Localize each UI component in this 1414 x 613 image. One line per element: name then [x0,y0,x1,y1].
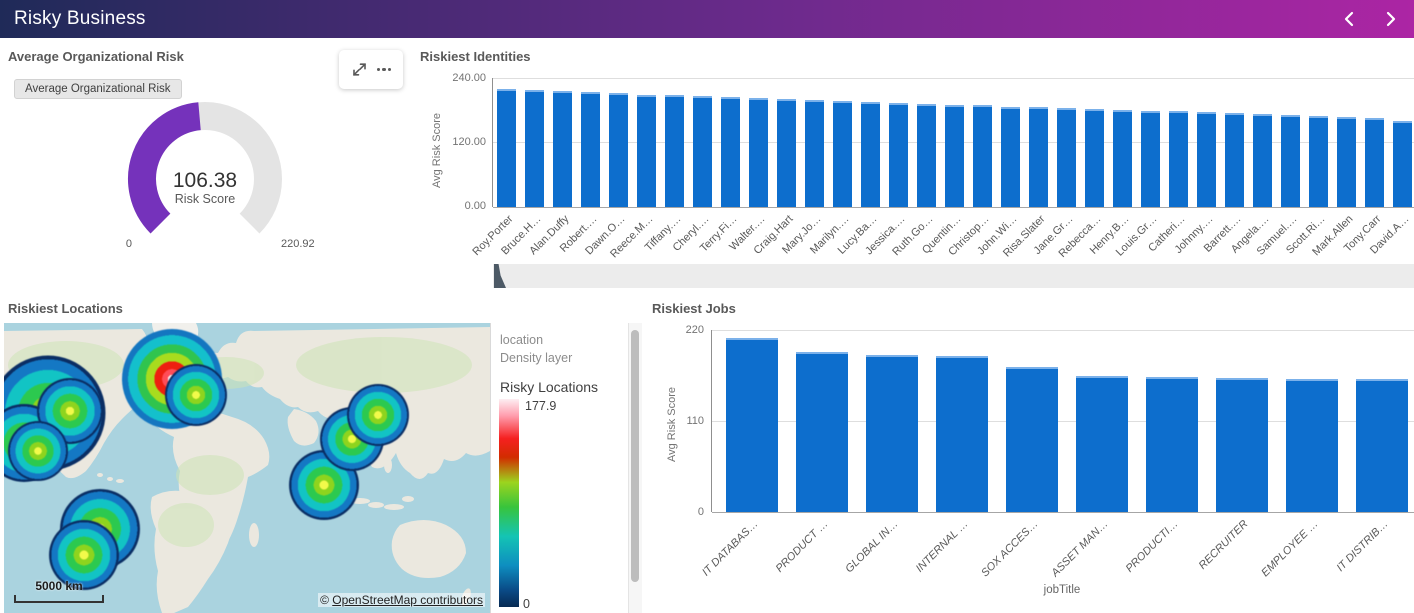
identity-bar[interactable] [889,102,908,207]
jobs-bar-chart[interactable] [712,330,1414,512]
legend-color-ramp [499,399,519,607]
identity-bar[interactable] [777,99,796,207]
identity-bar[interactable] [665,95,684,207]
identity-bar[interactable] [1393,121,1412,207]
heat-blob-europe-se [165,364,227,426]
identity-bar[interactable] [1281,114,1300,207]
job-bar[interactable] [936,355,988,512]
identity-bar[interactable] [1225,112,1244,207]
jobs-y-tick: 0 [697,506,704,518]
gridline [712,330,1414,331]
identities-bar-chart[interactable] [493,78,1414,207]
identity-bar[interactable] [637,94,656,207]
legend-scrollbar-thumb[interactable] [631,330,639,582]
locations-panel-title: Riskiest Locations [8,301,123,316]
gridline [712,421,1414,422]
risk-gauge[interactable] [105,93,305,263]
jobs-x-axis-title: jobTitle [1043,584,1081,596]
identity-bar[interactable] [1057,108,1076,207]
map-scale-bar [14,595,104,603]
identity-bar[interactable] [1141,110,1160,207]
gridline [493,78,1414,79]
jobs-y-tick: 220 [685,324,704,336]
next-sheet-button[interactable] [1382,10,1400,28]
identity-bar[interactable] [497,88,516,207]
identity-bar[interactable] [721,97,740,207]
identity-bar[interactable] [609,92,628,207]
identity-bar[interactable] [805,100,824,207]
identity-bar[interactable] [1085,109,1104,207]
identity-bar[interactable] [749,98,768,207]
job-bar[interactable] [1286,378,1338,512]
identity-bar[interactable] [973,105,992,207]
identities-x-axis-line [493,207,1414,208]
chevron-left-icon [1344,11,1354,27]
openstreetmap-link[interactable]: OpenStreetMap contributors [332,593,483,607]
identity-bar[interactable] [1365,118,1384,207]
map-attribution: © OpenStreetMap contributors [318,593,485,607]
app-header: Risky Business [0,0,1414,38]
identity-bar[interactable] [1113,109,1132,207]
identity-bar[interactable] [1001,106,1020,207]
more-options-icon[interactable] [376,67,392,72]
gauge-min-label: 0 [125,238,132,250]
identity-bar[interactable] [525,89,544,207]
page-title: Risky Business [14,8,146,29]
identity-bar[interactable] [833,100,852,207]
heat-blob-japan [347,384,409,446]
identity-bar[interactable] [861,101,880,207]
identities-scrollbar-track[interactable] [493,264,1414,288]
identities-y-tick: 240.00 [452,72,486,84]
job-bar[interactable] [866,354,918,512]
job-bar[interactable] [1356,378,1408,512]
legend-min-value: 0 [523,597,530,611]
identities-y-tick: 0.00 [464,200,486,212]
identities-y-axis-line [492,78,493,207]
jobs-y-axis-line [711,330,712,512]
job-bar[interactable] [1146,377,1198,512]
copyright-symbol: © [320,593,333,607]
identity-bar[interactable] [1169,111,1188,207]
jobs-x-axis-line [712,512,1414,513]
gauge-unit-label: Risk Score [174,192,236,206]
jobs-y-tick: 110 [686,415,704,427]
identity-bar[interactable] [1253,113,1272,207]
identity-bar[interactable] [581,92,600,207]
identity-bar[interactable] [1197,112,1216,207]
expand-icon[interactable] [351,61,368,78]
identity-bar[interactable] [945,104,964,207]
identities-panel-title: Riskiest Identities [420,49,531,64]
identity-bar[interactable] [1309,115,1328,207]
jobs-panel-title: Riskiest Jobs [652,301,736,316]
legend-title: Risky Locations [500,379,599,395]
identity-bar[interactable] [1337,116,1356,207]
identities-y-tick: 120.00 [452,136,486,148]
job-bar[interactable] [796,352,848,512]
identity-bar[interactable] [1029,107,1048,207]
identity-bar[interactable] [693,95,712,207]
identities-y-axis-label: Avg Risk Score [431,113,443,188]
map-scale-label: 5000 km [35,579,83,593]
job-bar[interactable] [726,338,778,512]
identity-bar[interactable] [553,91,572,207]
map-legend-panel: location Density layer Risky Locations 1… [490,323,628,613]
sheet-navigation [1340,0,1400,38]
legend-dimension-label: location [500,333,544,347]
job-bar[interactable] [1006,367,1058,512]
job-bar[interactable] [1076,376,1128,512]
heat-blob-south-america-s [49,520,119,590]
locations-map[interactable]: 5000 km © OpenStreetMap contributors [4,323,490,613]
gauge-chip-label: Average Organizational Risk [14,79,182,99]
gauge-value: 106.38 [172,169,238,192]
gauge-max-label: 220.92 [281,238,315,250]
identity-bar[interactable] [917,103,936,207]
chart-hover-toolbar [339,50,403,89]
legend-layer-type-label: Density layer [500,351,573,365]
job-bar[interactable] [1216,378,1268,512]
previous-sheet-button[interactable] [1340,10,1358,28]
gauge-panel-title: Average Organizational Risk [8,49,184,64]
heat-blob-north-america-s [8,421,68,481]
legend-max-value: 177.9 [525,399,557,413]
chevron-right-icon [1386,11,1396,27]
